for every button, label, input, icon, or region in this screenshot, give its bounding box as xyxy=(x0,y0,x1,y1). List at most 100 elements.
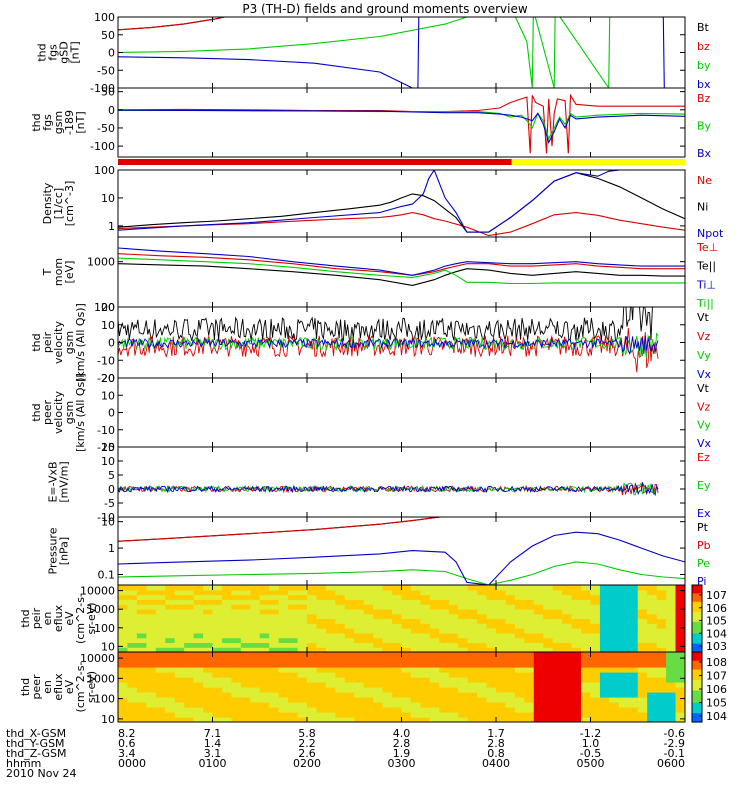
heatmap-cell xyxy=(429,623,440,629)
heatmap-cell xyxy=(420,682,431,688)
heatmap-cell xyxy=(618,647,629,652)
heatmap-cell xyxy=(221,623,232,629)
heatmap-cell xyxy=(543,657,554,663)
heatmap-cell xyxy=(590,657,601,663)
heatmap-cell xyxy=(354,662,365,668)
heatmap-cell xyxy=(609,667,620,673)
heatmap-cell xyxy=(420,717,431,722)
heatmap-cell xyxy=(599,647,610,652)
heatmap-cell xyxy=(571,604,582,610)
heatmap-cell xyxy=(155,692,166,698)
heatmap-cell xyxy=(240,682,251,688)
heatmap-cell xyxy=(288,608,299,615)
ytick-label: -10 xyxy=(97,511,115,524)
heatmap-cell xyxy=(666,662,677,668)
colorbar-cell xyxy=(692,678,702,681)
ylabel-line: gsm xyxy=(52,111,65,134)
heatmap-cell xyxy=(136,604,147,610)
heatmap-cell xyxy=(354,632,365,639)
heatmap-cell xyxy=(325,652,336,658)
ephemeris-value: -1.2 xyxy=(580,727,601,740)
heatmap-cell xyxy=(656,687,667,693)
heatmap-cell xyxy=(325,604,336,610)
heatmap-cell xyxy=(467,652,478,658)
heatmap-cell xyxy=(316,628,327,634)
heatmap-cell xyxy=(562,613,573,620)
heatmap-cell xyxy=(382,682,393,688)
heatmap-cell xyxy=(656,692,667,698)
heatmap-cell xyxy=(637,608,648,615)
heatmap-cell xyxy=(486,682,497,688)
heatmap-cell xyxy=(165,589,176,596)
heatmap-cell xyxy=(581,697,592,703)
colorbar-cell xyxy=(692,681,702,685)
heatmap-cell xyxy=(666,613,677,620)
heatmap-cell xyxy=(628,672,639,678)
heatmap-cell xyxy=(571,618,582,624)
heatmap-cell xyxy=(609,589,620,596)
heatmap-cell xyxy=(174,632,185,639)
series-group-peir_velocity xyxy=(118,307,659,373)
heatmap-cell xyxy=(666,608,677,615)
heatmap-cell xyxy=(524,652,535,658)
heatmap-cell xyxy=(448,692,459,698)
heatmap-cell xyxy=(628,687,639,693)
ephemeris-value: 3.1 xyxy=(204,747,222,760)
heatmap-cell xyxy=(581,618,592,624)
heatmap-cell xyxy=(514,657,525,663)
heatmap-cell xyxy=(297,589,308,596)
heatmap-cell xyxy=(637,632,648,639)
heatmap-cell xyxy=(392,672,403,678)
heatmap-cell xyxy=(203,594,214,600)
ytick-label: -20 xyxy=(97,441,115,454)
series-group-fgs xyxy=(118,17,685,88)
heatmap-cell xyxy=(562,682,573,688)
heatmap-cell xyxy=(259,623,270,629)
heatmap-cell xyxy=(259,677,270,683)
heatmap-cell xyxy=(477,702,488,708)
heatmap-cell xyxy=(552,647,563,652)
heatmap-cell xyxy=(231,613,242,620)
heatmap-cell xyxy=(392,618,403,624)
heatmap-cell xyxy=(562,662,573,668)
heatmap-cell xyxy=(647,662,658,668)
heatmap-cell xyxy=(477,707,488,713)
ytick-label: 100 xyxy=(94,164,115,177)
heatmap-cell xyxy=(401,599,412,605)
heatmap-cell xyxy=(505,632,516,639)
colorbar-cell xyxy=(692,611,702,615)
heatmap-cell xyxy=(392,717,403,722)
ephemeris-value: 4.0 xyxy=(393,727,411,740)
heatmap-cell xyxy=(155,652,166,658)
heatmap-cell xyxy=(344,637,355,644)
heatmap-cell xyxy=(448,637,459,644)
heatmap-cell xyxy=(675,647,685,652)
colorbar-cell xyxy=(692,697,702,700)
heatmap-cell xyxy=(552,717,563,722)
heatmap-cell xyxy=(656,599,667,605)
heatmap-cell xyxy=(533,618,544,624)
heatmap-cell xyxy=(590,682,601,688)
colorbar-cell xyxy=(692,645,702,648)
ephemeris-value: 0600 xyxy=(657,757,685,770)
heatmap-cell xyxy=(505,702,516,708)
heatmap-cell xyxy=(288,589,299,596)
heatmap-cell xyxy=(392,687,403,693)
heatmap-cell xyxy=(231,682,242,688)
colorbar-cell xyxy=(692,674,702,678)
ytick-label: 100 xyxy=(94,693,115,706)
heatmap-cell xyxy=(486,697,497,703)
heatmap-cell xyxy=(240,647,251,652)
heatmap-cell xyxy=(193,604,204,610)
series-bx xyxy=(118,17,685,88)
heatmap-cell xyxy=(496,613,507,620)
heatmap-cell xyxy=(259,647,270,652)
heatmap-cell xyxy=(259,667,270,673)
heatmap-cell xyxy=(136,667,147,673)
heatmap-cell xyxy=(382,589,393,596)
heatmap-cell xyxy=(562,652,573,658)
ytick-label: 0 xyxy=(108,483,115,496)
heatmap-cell xyxy=(288,702,299,708)
heatmap-cell xyxy=(203,604,214,610)
